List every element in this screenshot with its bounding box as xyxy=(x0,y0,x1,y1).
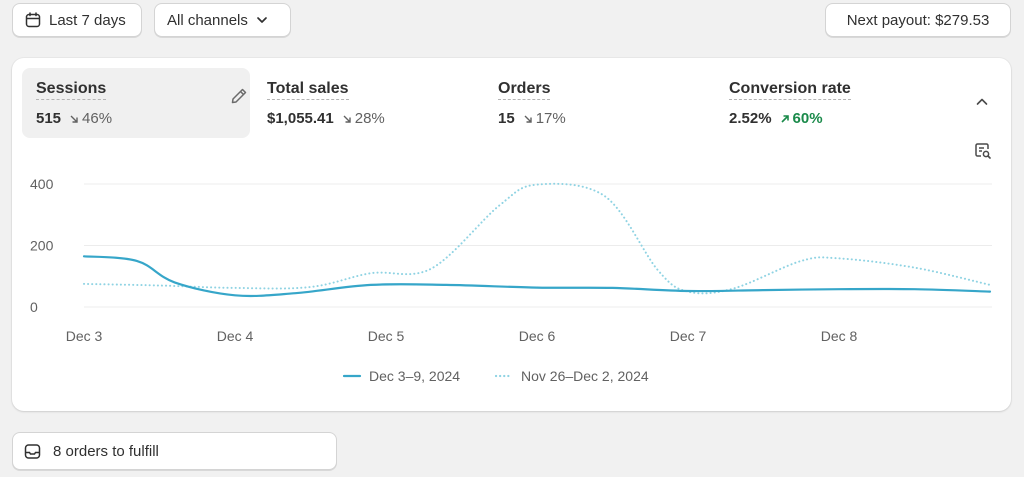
date-range-label: Last 7 days xyxy=(49,11,126,29)
legend-label: Nov 26–Dec 2, 2024 xyxy=(521,368,649,384)
metric-change-value: 46% xyxy=(82,110,113,127)
metric-change-value: 17% xyxy=(535,110,566,127)
metric-change-value: 28% xyxy=(354,110,385,127)
calendar-icon xyxy=(25,12,41,28)
chart-search-icon[interactable] xyxy=(974,142,992,160)
metric-change-value: 60% xyxy=(792,110,823,127)
inbox-icon xyxy=(24,443,41,459)
analytics-card: Sessions 515 46% Total sales $1,055.41 2… xyxy=(12,58,1011,411)
comparison-series-line xyxy=(83,182,991,295)
arrow-up-right-icon xyxy=(780,114,789,123)
metric-label: Conversion rate xyxy=(729,79,851,100)
metric-value-row: 515 46% xyxy=(36,110,112,127)
metric-change: 28% xyxy=(342,110,385,127)
arrow-down-right-icon xyxy=(343,115,351,123)
orders-to-fulfill-button[interactable]: 8 orders to fulfill xyxy=(12,432,337,470)
chevron-down-icon xyxy=(257,17,267,23)
x-tick-label: Dec 5 xyxy=(368,328,405,344)
metric-label: Sessions xyxy=(36,79,107,100)
arrow-down-right-icon xyxy=(70,115,78,123)
x-tick-label: Dec 4 xyxy=(217,328,254,344)
y-tick-label: 400 xyxy=(30,176,54,192)
x-tick-label: Dec 6 xyxy=(519,328,556,344)
metric-value-row: 2.52% 60% xyxy=(729,110,823,127)
metric-orders[interactable]: Orders 15 17% xyxy=(484,68,712,138)
metric-conversion-rate[interactable]: Conversion rate 2.52% 60% xyxy=(715,68,943,138)
metric-value-row: $1,055.41 28% xyxy=(267,110,385,127)
metric-value: 2.52% xyxy=(729,110,772,127)
next-payout-label: Next payout: $279.53 xyxy=(846,11,990,29)
metric-change: 46% xyxy=(69,110,112,127)
channels-label: All channels xyxy=(167,11,248,29)
metric-change: 60% xyxy=(780,110,823,127)
date-range-button[interactable]: Last 7 days xyxy=(12,3,142,37)
metric-label: Total sales xyxy=(267,79,349,100)
metric-value-row: 15 17% xyxy=(498,110,566,127)
y-tick-label: 200 xyxy=(30,238,54,254)
metric-sessions[interactable]: Sessions 515 46% xyxy=(22,68,250,138)
pencil-icon[interactable] xyxy=(230,87,248,105)
legend-label: Dec 3–9, 2024 xyxy=(369,368,460,384)
x-tick-label: Dec 8 xyxy=(821,328,858,344)
metric-value: 515 xyxy=(36,110,62,127)
sessions-line-chart: 0 200 400 Dec 3 Dec 4 Dec 5 Dec 6 Dec 7 Dec 8 D… xyxy=(30,176,992,384)
metric-label: Orders xyxy=(498,79,551,100)
metric-total-sales[interactable]: Total sales $1,055.41 28% xyxy=(253,68,481,138)
current-series-line xyxy=(82,255,992,298)
chevron-up-icon[interactable] xyxy=(974,94,990,110)
metric-value: 15 xyxy=(498,110,515,127)
channels-dropdown[interactable]: All channels xyxy=(154,3,291,37)
x-tick-label: Dec 3 xyxy=(66,328,103,344)
y-tick-label: 0 xyxy=(30,299,38,315)
x-tick-label: Dec 7 xyxy=(670,328,707,344)
arrow-down-right-icon xyxy=(524,115,532,123)
metric-value: $1,055.41 xyxy=(267,110,334,127)
next-payout-button[interactable]: Next payout: $279.53 xyxy=(825,3,1011,37)
orders-to-fulfill-label: 8 orders to fulfill xyxy=(53,442,159,460)
metric-change: 17% xyxy=(523,110,566,127)
